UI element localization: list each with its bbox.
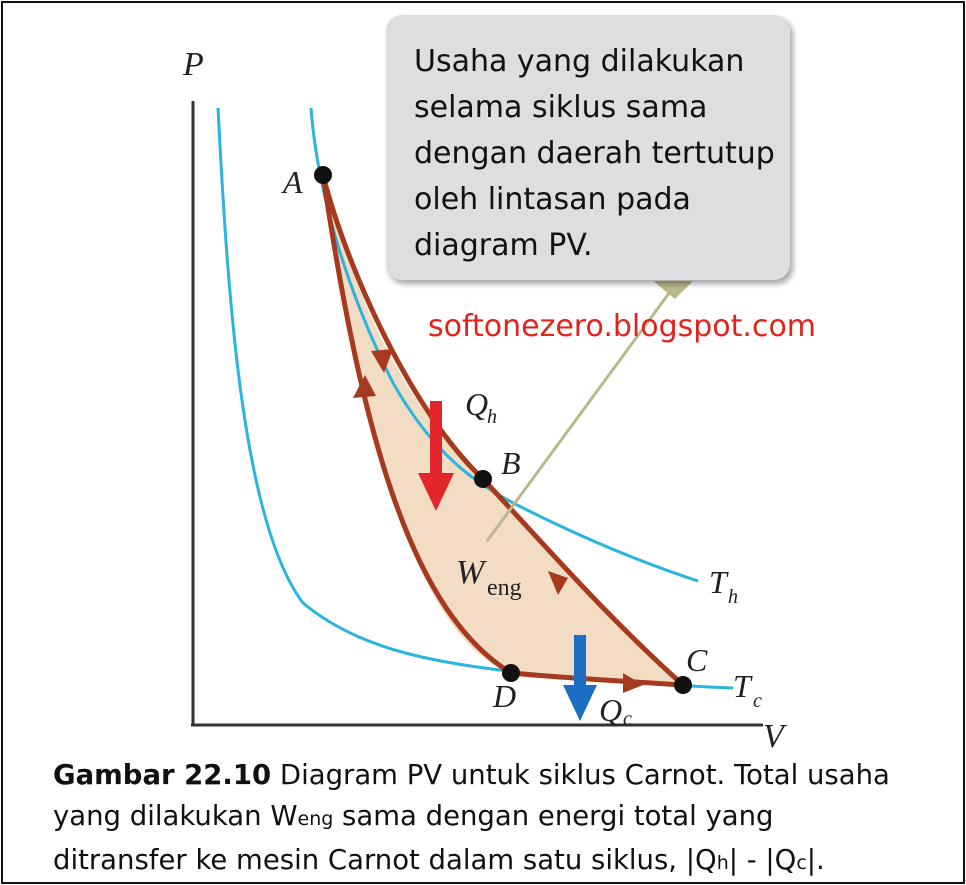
v-axis-label: V <box>763 718 788 755</box>
point-d-dot <box>502 664 520 682</box>
point-a-dot <box>314 166 332 184</box>
path-d-to-a <box>320 174 513 676</box>
caption-subscript: eng <box>297 808 334 830</box>
arrowhead-b-to-c <box>548 571 568 595</box>
enclosed-work-area <box>323 175 683 685</box>
point-b-dot <box>474 470 492 488</box>
path-c-to-d <box>510 670 684 688</box>
heat-out-label: Q c <box>599 692 632 730</box>
caption-text: Diagram PV untuk siklus Carnot. Total us… <box>271 759 890 791</box>
caption-line-1: Gambar 22.10 Diagram PV untuk siklus Car… <box>53 755 958 796</box>
callout-line: oleh lintasan pada <box>414 182 691 217</box>
callout-pointer-tip <box>653 281 693 299</box>
svg-text:W: W <box>456 554 487 591</box>
path-b-to-c <box>481 477 685 687</box>
svg-text:c: c <box>623 708 632 730</box>
callout-pointer-line <box>485 284 677 542</box>
caption-text: |. <box>806 844 825 876</box>
caption-line-2: yang dilakukan Weng sama dengan energi t… <box>53 796 958 840</box>
isotherm-hot-label: T h <box>709 564 738 608</box>
svg-text:Q: Q <box>599 692 622 728</box>
svg-text:c: c <box>753 690 762 712</box>
callout-line: Usaha yang dilakukan <box>414 44 745 79</box>
caption-subscript: c <box>796 852 807 874</box>
figure-caption: Gambar 22.10 Diagram PV untuk siklus Car… <box>53 755 958 882</box>
caption-subscript: h <box>716 852 729 874</box>
watermark-text: softonezero.blogspot.com <box>428 309 817 344</box>
callout-line: diagram PV. <box>414 228 593 263</box>
caption-text: | - |Q <box>728 844 797 876</box>
point-c-label: C <box>686 642 708 678</box>
caption-text: yang dilakukan W <box>53 800 298 832</box>
point-c-dot <box>674 676 692 694</box>
callout-line: selama siklus sama <box>414 90 708 125</box>
pv-diagram: P V A B C D T h T c Q h Q c W eng <box>182 46 788 755</box>
caption-line-3: ditransfer ke mesin Carnot dalam satu si… <box>53 840 958 882</box>
arrowhead-d-to-a <box>353 375 376 398</box>
svg-text:eng: eng <box>487 575 522 601</box>
svg-text:T: T <box>709 564 729 600</box>
arrowhead-a-to-b <box>371 349 393 373</box>
isotherm-cold-label: T c <box>733 668 762 712</box>
path-a-to-b <box>320 174 485 481</box>
callout-line: dengan daerah tertutup <box>414 136 775 171</box>
point-d-label: D <box>492 678 516 714</box>
heat-in-arrow <box>418 401 454 511</box>
p-axis-label: P <box>182 46 204 83</box>
svg-text:h: h <box>728 586 738 608</box>
figure-label: Gambar 22.10 <box>53 759 272 791</box>
arrowhead-c-to-d <box>623 673 643 693</box>
point-b-label: B <box>501 445 521 481</box>
heat-out-arrow <box>563 635 597 721</box>
callout-text: Usaha yang dilakukan selama siklus sama … <box>414 39 784 269</box>
work-label: W eng <box>456 554 522 601</box>
callout-box: Usaha yang dilakukan selama siklus sama … <box>386 15 790 280</box>
svg-text:T: T <box>733 668 753 704</box>
caption-text: sama dengan energi total yang <box>333 800 774 832</box>
svg-text:h: h <box>487 406 497 428</box>
point-a-label: A <box>281 164 303 200</box>
heat-in-label: Q h <box>465 386 497 428</box>
caption-text: ditransfer ke mesin Carnot dalam satu si… <box>53 844 717 876</box>
svg-text:Q: Q <box>465 386 488 422</box>
